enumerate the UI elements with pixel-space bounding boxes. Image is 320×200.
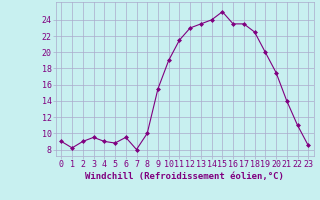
X-axis label: Windchill (Refroidissement éolien,°C): Windchill (Refroidissement éolien,°C) xyxy=(85,172,284,181)
